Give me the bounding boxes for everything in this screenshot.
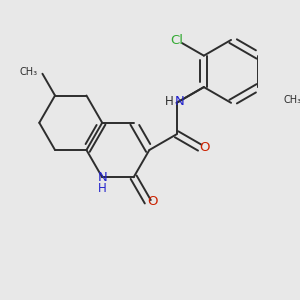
Text: H: H — [165, 95, 174, 108]
Text: Cl: Cl — [170, 34, 183, 47]
Text: CH₃: CH₃ — [284, 94, 300, 104]
Text: H: H — [98, 182, 106, 195]
Text: N: N — [97, 171, 107, 184]
Text: O: O — [200, 141, 210, 154]
Text: CH₃: CH₃ — [19, 67, 37, 77]
Text: O: O — [148, 195, 158, 208]
Text: N: N — [175, 95, 184, 108]
